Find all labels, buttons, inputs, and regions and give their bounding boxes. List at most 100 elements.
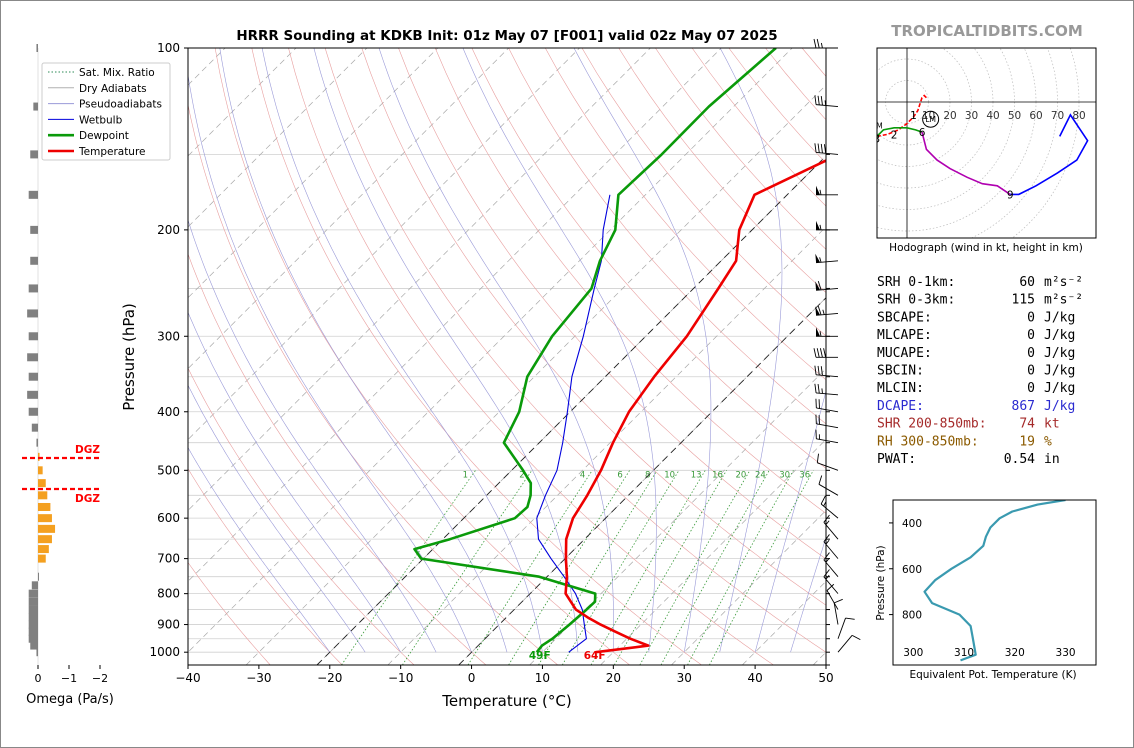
- theta-e-frame: [892, 499, 1097, 666]
- parameter-value: 0: [1027, 364, 1035, 379]
- wind-barb-half: [819, 331, 822, 337]
- theta-e-y-label: Pressure (hPa): [875, 545, 887, 620]
- legend-label: Sat. Mix. Ratio: [79, 67, 155, 79]
- parameter-row: MUCAPE: 0 J/kg: [877, 346, 1075, 361]
- pseudoadiabat: [790, 536, 826, 653]
- theta-e-x-tick-label: 330: [1056, 647, 1076, 659]
- wind-barb-line: [823, 552, 830, 561]
- omega-bar: [38, 545, 49, 554]
- wind-barb-line: [817, 280, 822, 291]
- wind-barb-half: [825, 539, 830, 545]
- wind-barb-half: [819, 224, 822, 230]
- isotherm-line: [245, 84, 826, 665]
- legend-label: Dewpoint: [79, 130, 129, 142]
- parameter-label: MUCAPE:: [877, 346, 932, 361]
- y-tick-label: 400: [157, 405, 180, 419]
- wind-barb: [815, 429, 839, 444]
- parameter-unit: J/kg: [1044, 328, 1075, 343]
- mixing-ratio-label: 10: [664, 471, 675, 481]
- wind-barb-line: [823, 348, 827, 358]
- omega-tick-label: −1: [61, 672, 77, 685]
- wind-barb: [820, 495, 839, 519]
- omega-bar: [38, 479, 46, 488]
- wind-barb-line: [817, 305, 822, 316]
- parameter-unit: in: [1044, 452, 1060, 467]
- pseudoadiabat: [719, 48, 783, 653]
- wind-barb-staff: [816, 104, 839, 108]
- wind-barb: [833, 598, 843, 625]
- parameter-unit: J/kg: [1044, 381, 1075, 396]
- pseudoadiabat: [462, 48, 657, 653]
- mixing-ratio-label: 13: [691, 471, 702, 481]
- omega-bar: [36, 648, 38, 657]
- wind-barb-flag: [816, 220, 820, 230]
- hodograph-trace: [1010, 113, 1089, 196]
- pseudoadiabat: [188, 384, 366, 653]
- wind-barb-staff: [818, 483, 839, 496]
- hodograph-height-label: 2: [891, 129, 898, 141]
- wind-barb-line: [823, 514, 830, 523]
- mixing-ratio-line: [341, 470, 476, 665]
- parameter-unit: kt: [1044, 417, 1060, 432]
- mixing-ratio-label: 6: [617, 471, 622, 481]
- dry-adiabat: [188, 103, 558, 665]
- parameter-row: SHR 200-850mb: 74 kt: [877, 417, 1060, 432]
- parameter-row: SBCIN: 0 J/kg: [877, 364, 1075, 379]
- y-tick-label: 1000: [149, 645, 180, 659]
- wind-barb-line: [814, 365, 817, 375]
- wind-barb-line: [817, 95, 820, 105]
- omega-bar: [38, 452, 40, 461]
- x-tick-label: −40: [175, 671, 200, 685]
- wind-barb-line: [813, 348, 817, 358]
- wind-barb: [815, 305, 839, 316]
- wind-barb-half: [819, 257, 822, 263]
- mixing-ratio-line: [639, 470, 751, 665]
- hodograph-caption: Hodograph (wind in kt, height in km): [889, 242, 1083, 254]
- hodograph-ring-label: 20: [943, 110, 956, 122]
- omega-bar: [28, 597, 38, 606]
- mixing-ratio-label: 16: [712, 471, 723, 481]
- parameter-label: PWAT:: [877, 452, 916, 467]
- omega-bar: [28, 284, 38, 293]
- isotherm-line: [600, 439, 826, 665]
- wind-barb-staff: [816, 152, 839, 155]
- wind-barb-line: [826, 583, 835, 591]
- parameter-value: 0: [1027, 381, 1035, 396]
- wind-barb-line: [845, 617, 855, 620]
- dry-adiabat: [188, 367, 415, 665]
- wind-barb: [815, 414, 839, 429]
- parameter-value: 74: [1019, 417, 1035, 432]
- wind-barb-line: [818, 475, 823, 485]
- x-axis-label: Temperature (°C): [441, 692, 571, 710]
- wind-barb: [823, 552, 839, 577]
- wind-barb: [826, 583, 839, 610]
- wind-barb-line: [820, 95, 823, 106]
- pseudoadiabat: [261, 48, 543, 653]
- dry-adiabat: [361, 48, 826, 606]
- wind-barb-staff: [823, 522, 839, 540]
- x-tick-label: 50: [818, 671, 833, 685]
- mixing-ratio-label: 36: [799, 471, 810, 481]
- legend-label: Dry Adiabats: [79, 83, 147, 95]
- hodograph-trace: [921, 131, 1011, 196]
- pseudoadiabat: [754, 389, 826, 653]
- parameter-row: DCAPE: 867 J/kg: [877, 399, 1075, 414]
- parameter-row: MLCAPE: 0 J/kg: [877, 328, 1075, 343]
- omega-bar: [27, 390, 38, 399]
- dry-adiabat: [188, 468, 343, 665]
- mixing-ratio-line: [590, 470, 706, 665]
- wind-barb: [814, 143, 839, 155]
- pseudoadiabat: [313, 48, 579, 653]
- wind-barb-flag: [815, 306, 821, 316]
- theta-e-x-tick-label: 320: [1005, 647, 1025, 659]
- omega-bar: [28, 190, 38, 199]
- omega-bar: [30, 641, 38, 650]
- wind-barb-half: [825, 558, 830, 563]
- wind-barb: [823, 514, 839, 540]
- wind-barb-half: [823, 501, 827, 507]
- wind-barb-half: [820, 42, 823, 49]
- dry-adiabat: [251, 48, 702, 665]
- parameter-value: 19: [1019, 434, 1035, 449]
